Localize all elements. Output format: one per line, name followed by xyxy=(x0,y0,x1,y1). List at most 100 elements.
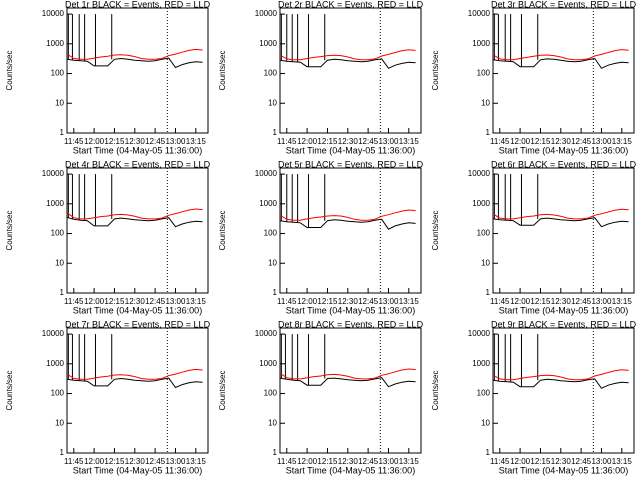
x-axis-label: Start Time (04-May-05 11:36:00) xyxy=(286,305,415,315)
plot-frame xyxy=(66,167,209,294)
x-tick-label: 12:15 xyxy=(317,137,338,146)
y-tick-label: 1000 xyxy=(259,359,277,368)
y-tick-label: 10000 xyxy=(255,169,278,178)
y-tick-label: 1000 xyxy=(259,199,277,208)
panel: Det 1r BLACK = Events, RED = LLD Counts/s… xyxy=(5,0,210,155)
series-line xyxy=(279,58,416,69)
panel: Det 5r BLACK = Events, RED = LLD Counts/s… xyxy=(218,159,423,315)
y-axis-label: Counts/sec xyxy=(431,210,440,250)
series-line xyxy=(279,368,416,380)
x-tick-label: 12:15 xyxy=(317,297,338,306)
y-tick-label: 10 xyxy=(481,418,490,427)
x-tick-label: 12:30 xyxy=(551,137,572,146)
x-tick-label: 12:00 xyxy=(84,137,105,146)
y-tick-label: 100 xyxy=(264,69,278,78)
series-line xyxy=(66,368,203,380)
x-tick-label: 12:15 xyxy=(317,457,338,466)
x-tick-label: 11:45 xyxy=(490,297,510,306)
x-axis-label: Start Time (04-May-05 11:36:00) xyxy=(286,465,415,475)
y-axis-label: Counts/sec xyxy=(431,370,440,410)
series-line xyxy=(492,208,629,220)
plot-frame xyxy=(492,327,635,454)
x-tick-label: 12:00 xyxy=(297,137,318,146)
y-tick-label: 1000 xyxy=(46,199,64,208)
x-tick-label: 12:30 xyxy=(551,457,572,466)
y-tick-label: 10 xyxy=(481,98,490,107)
x-tick-label: 13:00 xyxy=(591,457,612,466)
y-axis-label: Counts/sec xyxy=(5,50,14,90)
x-tick-label: 13:00 xyxy=(165,457,186,466)
x-tick-label: 12:45 xyxy=(571,457,592,466)
x-tick-label: 11:45 xyxy=(277,137,297,146)
x-tick-label: 12:00 xyxy=(510,137,531,146)
panel: Det 9r BLACK = Events, RED = LLD Counts/s… xyxy=(431,319,636,475)
chart-title: Det 5r BLACK = Events, RED = LLD xyxy=(278,159,424,169)
chart-title: Det 9r BLACK = Events, RED = LLD xyxy=(491,319,637,329)
x-tick-label: 12:45 xyxy=(145,137,166,146)
x-tick-label: 12:00 xyxy=(84,457,105,466)
y-tick-label: 1 xyxy=(273,288,278,297)
series-line xyxy=(66,48,203,60)
x-tick-label: 11:45 xyxy=(64,457,84,466)
y-tick-label: 1000 xyxy=(472,199,490,208)
x-tick-label: 12:00 xyxy=(297,457,318,466)
x-tick-label: 12:15 xyxy=(104,297,125,306)
y-tick-label: 10 xyxy=(55,98,64,107)
y-tick-label: 10000 xyxy=(42,169,65,178)
plot-frame xyxy=(492,7,635,134)
series-line xyxy=(66,216,203,228)
y-tick-label: 1 xyxy=(486,128,491,137)
x-tick-label: 13:15 xyxy=(612,457,633,466)
x-tick-label: 12:45 xyxy=(571,297,592,306)
y-tick-label: 10 xyxy=(481,258,490,267)
x-tick-label: 12:30 xyxy=(338,137,359,146)
y-tick-label: 1 xyxy=(486,448,491,457)
y-tick-label: 1 xyxy=(486,288,491,297)
x-tick-label: 13:15 xyxy=(612,137,633,146)
x-tick-label: 12:45 xyxy=(145,297,166,306)
x-tick-label: 13:00 xyxy=(165,137,186,146)
x-tick-label: 13:15 xyxy=(399,137,420,146)
series-line xyxy=(492,49,629,61)
x-axis-label: Start Time (04-May-05 11:36:00) xyxy=(73,305,202,315)
x-tick-label: 12:45 xyxy=(358,137,379,146)
x-axis-label: Start Time (04-May-05 11:36:00) xyxy=(73,145,202,155)
y-tick-label: 100 xyxy=(477,229,491,238)
plot-frame xyxy=(279,167,422,294)
x-tick-label: 12:15 xyxy=(104,137,125,146)
x-tick-label: 13:00 xyxy=(378,297,399,306)
y-tick-label: 10000 xyxy=(468,169,491,178)
x-tick-label: 12:15 xyxy=(530,137,551,146)
y-tick-label: 100 xyxy=(51,389,65,398)
y-tick-label: 1 xyxy=(273,448,278,457)
x-axis-label: Start Time (04-May-05 11:36:00) xyxy=(73,465,202,475)
panel: Det 3r BLACK = Events, RED = LLD Counts/s… xyxy=(431,0,636,155)
series-line xyxy=(66,377,203,389)
x-tick-label: 13:00 xyxy=(378,457,399,466)
y-tick-label: 10000 xyxy=(468,9,491,18)
y-tick-label: 100 xyxy=(264,389,278,398)
y-tick-label: 100 xyxy=(477,389,491,398)
y-tick-label: 1000 xyxy=(46,359,64,368)
y-tick-label: 1000 xyxy=(472,39,490,48)
x-tick-label: 12:30 xyxy=(338,297,359,306)
series-line xyxy=(492,57,629,69)
chart-title: Det 6r BLACK = Events, RED = LLD xyxy=(491,159,637,169)
panel: Det 4r BLACK = Events, RED = LLD Counts/s… xyxy=(5,159,210,315)
series-line xyxy=(279,218,416,230)
y-tick-label: 100 xyxy=(51,69,65,78)
series-line xyxy=(279,377,416,388)
y-tick-label: 1 xyxy=(60,448,65,457)
y-tick-label: 1 xyxy=(60,288,65,297)
x-tick-label: 13:00 xyxy=(591,297,612,306)
x-tick-label: 11:45 xyxy=(64,137,84,146)
x-tick-label: 11:45 xyxy=(64,297,84,306)
x-tick-label: 12:00 xyxy=(510,297,531,306)
panel: Det 8r BLACK = Events, RED = LLD Counts/s… xyxy=(218,319,423,475)
series-line xyxy=(279,209,416,221)
y-tick-label: 10 xyxy=(268,98,277,107)
y-axis-label: Counts/sec xyxy=(218,50,227,90)
x-tick-label: 12:30 xyxy=(125,457,146,466)
series-line xyxy=(492,217,629,228)
y-tick-label: 10000 xyxy=(42,9,65,18)
